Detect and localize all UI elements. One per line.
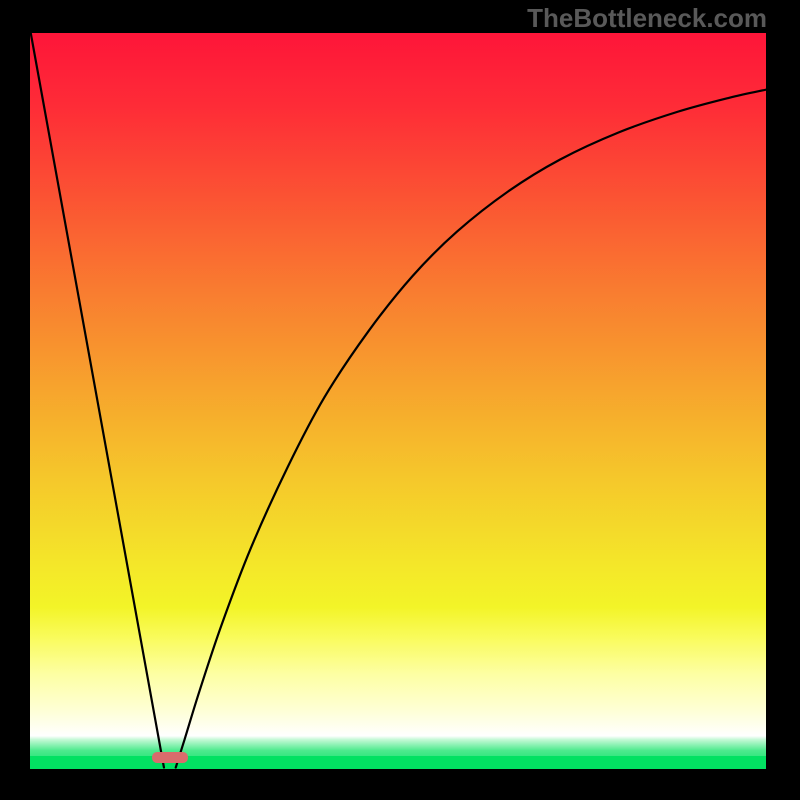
left-descending-line <box>31 33 164 768</box>
minimum-marker <box>152 752 188 763</box>
chart-container: TheBottleneck.com <box>0 0 800 800</box>
right-ascending-curve <box>176 90 766 768</box>
curve-layer <box>30 33 766 769</box>
watermark-text: TheBottleneck.com <box>527 3 767 34</box>
plot-area <box>30 33 766 769</box>
